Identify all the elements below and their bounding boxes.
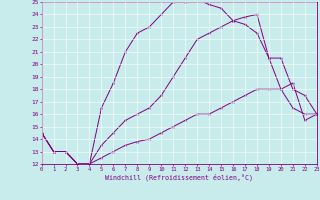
X-axis label: Windchill (Refroidissement éolien,°C): Windchill (Refroidissement éolien,°C) <box>105 173 253 181</box>
